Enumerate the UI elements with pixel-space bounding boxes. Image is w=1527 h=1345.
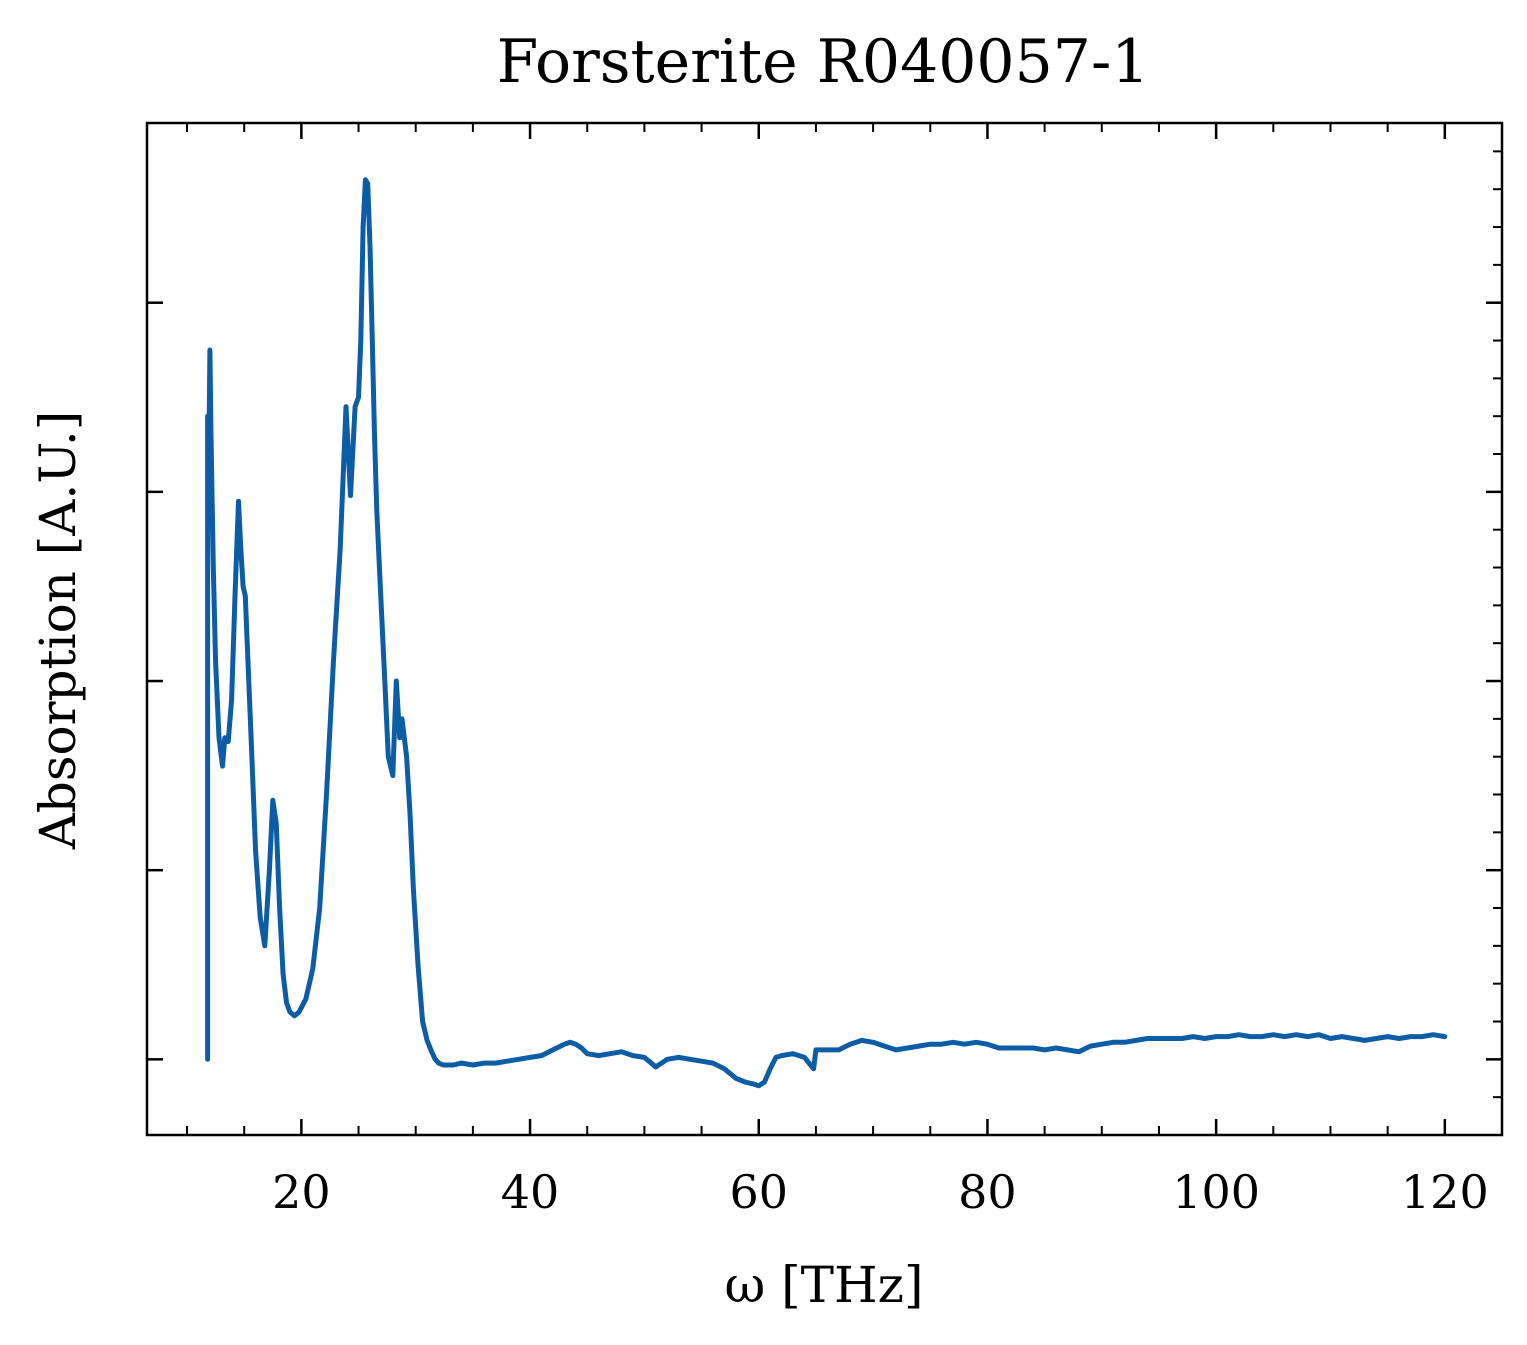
x-tick-label: 100 — [1172, 1165, 1260, 1219]
x-tick-label: 80 — [958, 1165, 1017, 1219]
plot-area: 20 40 60 80 100 120 — [145, 121, 1504, 1219]
x-axis-label: ω [THz] — [725, 1256, 924, 1314]
x-axis-tick-labels: 20 40 60 80 100 120 — [272, 1165, 1489, 1219]
y-axis-label: Absorption [A.U.] — [29, 411, 87, 851]
plot-frame — [145, 121, 1504, 1137]
y-axis-ticks — [147, 150, 1502, 1099]
x-axis-ticks — [186, 123, 1447, 1135]
x-tick-label: 40 — [501, 1165, 560, 1219]
x-tick-label: 120 — [1401, 1165, 1489, 1219]
chart-title: Forsterite R040057-1 — [497, 27, 1150, 97]
series-line — [205, 177, 1448, 1089]
x-tick-label: 20 — [272, 1165, 331, 1219]
x-tick-label: 60 — [729, 1165, 788, 1219]
